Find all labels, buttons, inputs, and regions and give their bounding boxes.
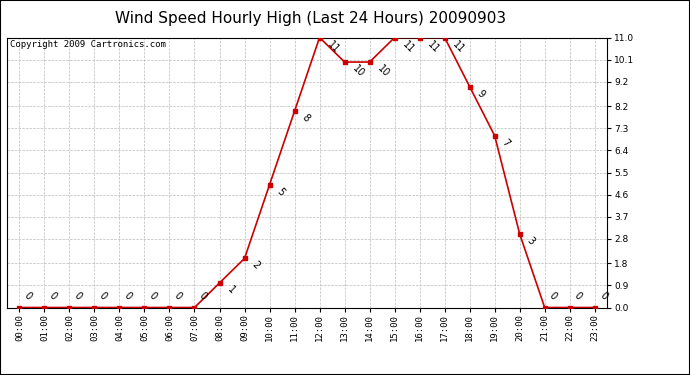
Text: 0: 0: [573, 291, 584, 302]
Text: 0: 0: [172, 291, 184, 302]
Text: 10: 10: [350, 63, 366, 79]
Text: 7: 7: [500, 137, 512, 148]
Text: 0: 0: [47, 291, 59, 302]
Text: 2: 2: [250, 260, 262, 271]
Text: 0: 0: [147, 291, 159, 302]
Text: 0: 0: [72, 291, 83, 302]
Text: 11: 11: [450, 39, 466, 55]
Text: 1: 1: [225, 284, 237, 296]
Text: 5: 5: [275, 186, 286, 198]
Text: Wind Speed Hourly High (Last 24 Hours) 20090903: Wind Speed Hourly High (Last 24 Hours) 2…: [115, 11, 506, 26]
Text: 8: 8: [300, 112, 311, 124]
Text: 0: 0: [22, 291, 34, 302]
Text: 3: 3: [525, 235, 537, 247]
Text: Copyright 2009 Cartronics.com: Copyright 2009 Cartronics.com: [10, 40, 166, 49]
Text: 11: 11: [400, 39, 416, 55]
Text: 0: 0: [598, 291, 609, 302]
Text: 11: 11: [325, 39, 341, 55]
Text: 0: 0: [122, 291, 134, 302]
Text: 10: 10: [375, 63, 391, 79]
Text: 0: 0: [547, 291, 559, 302]
Text: 9: 9: [475, 88, 486, 99]
Text: 0: 0: [197, 291, 208, 302]
Text: 11: 11: [425, 39, 441, 55]
Text: 0: 0: [97, 291, 108, 302]
